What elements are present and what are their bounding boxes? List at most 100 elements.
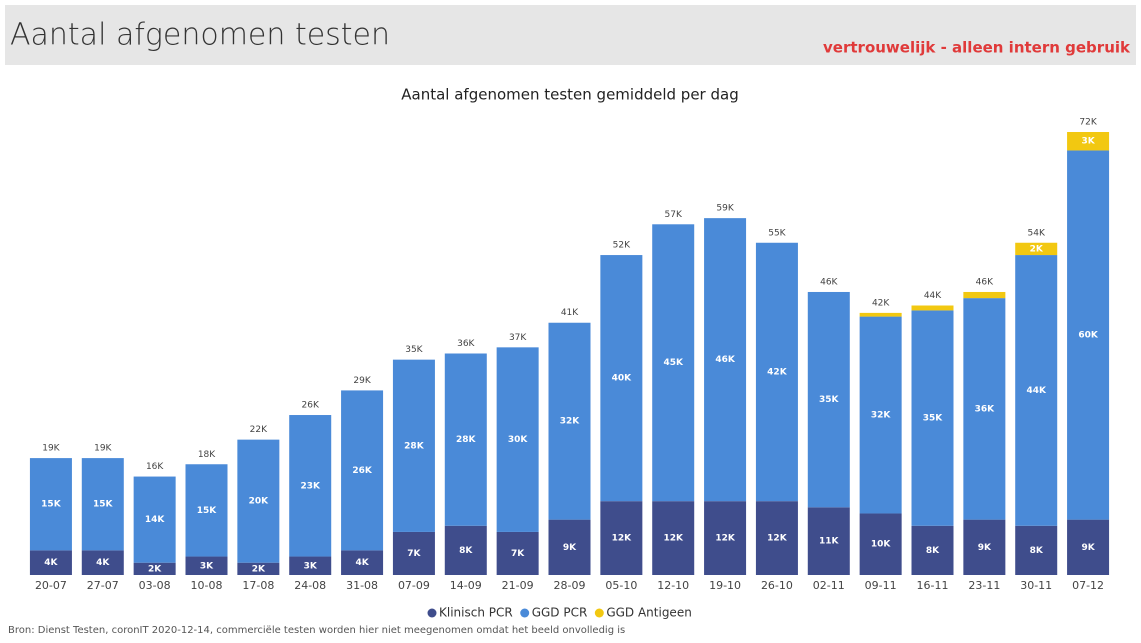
bar-segment: [755, 501, 798, 575]
legend-label: GGD PCR: [532, 606, 588, 620]
total-label: 59K: [716, 204, 734, 214]
x-tick-label: 31-08: [346, 579, 378, 592]
bar-segment: [859, 316, 902, 514]
bar-segment: [548, 322, 591, 520]
bar-segment: [859, 312, 902, 317]
legend: Klinisch PCR GGD PCR GGD Antigeen: [427, 606, 692, 620]
bar-segment: [911, 525, 954, 575]
bar-segment: [29, 550, 72, 575]
bar-segment: [341, 550, 384, 575]
data-label: 23K: [300, 481, 321, 491]
total-label: 41K: [561, 308, 579, 318]
data-label: 7K: [511, 549, 525, 559]
total-label: 16K: [146, 462, 164, 472]
data-label: 42K: [767, 367, 788, 377]
data-label: 8K: [1030, 546, 1044, 556]
data-label: 12K: [767, 534, 788, 544]
bar-segment: [392, 531, 435, 575]
bar-segment: [133, 562, 176, 575]
bar-segment: [807, 507, 850, 575]
total-label: 42K: [872, 298, 890, 308]
x-tick-label: 27-07: [87, 579, 119, 592]
bar-segment: [81, 458, 124, 551]
total-label: 46K: [976, 277, 994, 287]
chart-title: Aantal afgenomen testen gemiddeld per da…: [401, 86, 738, 104]
data-label: 20K: [249, 497, 270, 507]
data-label: 9K: [563, 543, 577, 553]
page-title: Aantal afgenomen testen: [10, 18, 390, 53]
bar-segment: [341, 390, 384, 551]
x-tick-label: 21-09: [502, 579, 534, 592]
bar-segment: [444, 353, 487, 526]
data-label: 15K: [197, 506, 218, 516]
legend-label: GGD Antigeen: [606, 606, 692, 620]
x-tick-label: 16-11: [917, 579, 949, 592]
bar-segment: [392, 359, 435, 532]
data-label: 26K: [352, 466, 373, 476]
bar-segment: [963, 291, 1006, 299]
data-label: 15K: [93, 500, 114, 510]
x-tick-label: 02-11: [813, 579, 845, 592]
data-label: 4K: [44, 558, 58, 568]
bar-segment: [704, 501, 747, 575]
source-note: Bron: Dienst Testen, coronIT 2020-12-14,…: [8, 625, 625, 636]
legend-swatch: [520, 608, 530, 618]
total-label: 26K: [302, 401, 320, 411]
data-label: 32K: [560, 417, 581, 427]
data-label: 36K: [975, 404, 996, 414]
data-label: 12K: [663, 534, 684, 544]
x-tick-label: 07-09: [398, 579, 430, 592]
data-label: 11K: [819, 537, 840, 547]
bar-segment: [1067, 132, 1110, 151]
legend-swatch: [427, 608, 437, 618]
bar-segment: [496, 531, 539, 575]
data-label: 30K: [508, 435, 529, 445]
x-tick-label: 14-09: [450, 579, 482, 592]
bar-segment: [911, 310, 954, 526]
data-label: 46K: [715, 355, 736, 365]
data-label: 12K: [715, 534, 736, 544]
x-tick-label: 05-10: [605, 579, 637, 592]
data-label: 8K: [459, 546, 473, 556]
bar-segment: [963, 298, 1006, 520]
bar-segment: [755, 242, 798, 502]
bar-segment: [652, 224, 695, 502]
data-label: 10K: [871, 540, 892, 550]
x-tick-label: 07-12: [1072, 579, 1104, 592]
total-label: 19K: [42, 444, 60, 454]
bar-segment: [600, 501, 643, 575]
bar-segment: [807, 291, 850, 508]
bar-segment: [963, 519, 1006, 575]
bar-segment: [1015, 242, 1058, 256]
bar-segment: [444, 525, 487, 575]
total-label: 44K: [924, 291, 942, 301]
bar-segment: [859, 513, 902, 575]
data-label: 15K: [41, 500, 62, 510]
total-label: 19K: [94, 444, 112, 454]
x-tick-label: 03-08: [139, 579, 171, 592]
data-label: 9K: [1081, 543, 1095, 553]
total-label: 72K: [1079, 118, 1097, 128]
total-label: 57K: [665, 210, 683, 220]
bar-segment: [81, 550, 124, 575]
data-label: 28K: [404, 441, 425, 451]
header-bar: [5, 5, 1136, 65]
x-tick-label: 28-09: [554, 579, 586, 592]
x-tick-label: 23-11: [968, 579, 1000, 592]
total-label: 18K: [198, 450, 216, 460]
bar-segment: [1067, 150, 1110, 520]
data-label: 4K: [96, 558, 110, 568]
bar-segment: [185, 556, 228, 575]
bar-segment: [185, 464, 228, 557]
data-label: 35K: [923, 414, 944, 424]
x-tick-label: 24-08: [294, 579, 326, 592]
data-label: 2K: [1030, 244, 1044, 254]
data-label: 32K: [871, 411, 892, 421]
bar-segment: [237, 562, 280, 575]
x-tick-label: 17-08: [242, 579, 274, 592]
data-label: 44K: [1026, 386, 1047, 396]
total-label: 46K: [820, 277, 838, 287]
total-label: 35K: [405, 345, 423, 355]
